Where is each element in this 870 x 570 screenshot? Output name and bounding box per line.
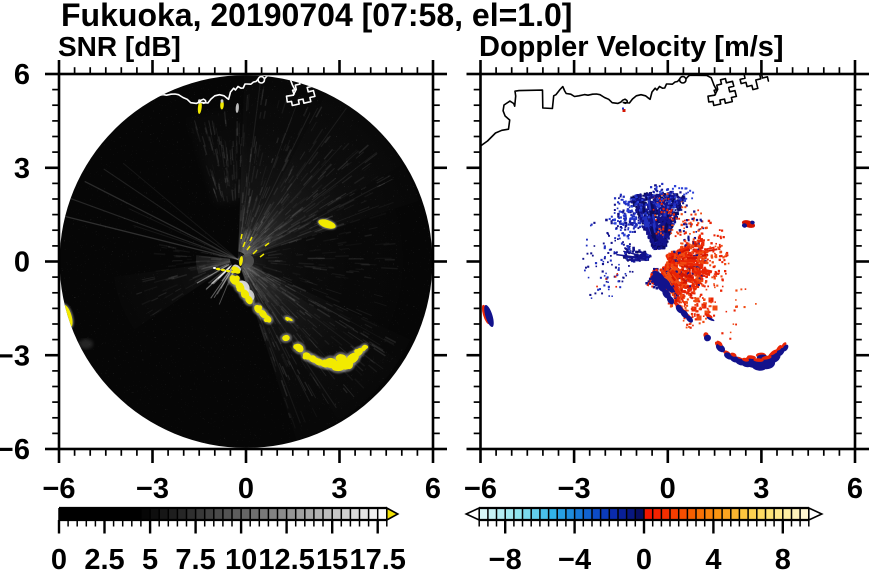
- svg-text:Doppler Velocity [m/s]: Doppler Velocity [m/s]: [479, 31, 784, 63]
- svg-text:−4: −4: [558, 544, 591, 570]
- svg-text:Fukuoka, 20190704 [07:58, el=1: Fukuoka, 20190704 [07:58, el=1.0]: [61, 0, 572, 33]
- svg-text:−3: −3: [136, 473, 169, 505]
- svg-text:−3: −3: [558, 473, 591, 505]
- svg-text:7.5: 7.5: [175, 544, 215, 570]
- svg-text:−3: −3: [0, 340, 30, 372]
- svg-text:15: 15: [316, 544, 348, 570]
- svg-text:3: 3: [331, 473, 347, 505]
- svg-text:6: 6: [425, 473, 441, 505]
- svg-text:2.5: 2.5: [84, 544, 124, 570]
- svg-text:0: 0: [51, 544, 67, 570]
- svg-text:−8: −8: [489, 544, 522, 570]
- svg-text:−6: −6: [42, 473, 75, 505]
- svg-text:0: 0: [636, 544, 652, 570]
- svg-text:6: 6: [847, 473, 863, 505]
- svg-text:5: 5: [142, 544, 158, 570]
- svg-text:17.5: 17.5: [349, 544, 405, 570]
- svg-text:−6: −6: [0, 434, 30, 466]
- svg-text:3: 3: [753, 473, 769, 505]
- svg-text:0: 0: [238, 473, 254, 505]
- svg-text:8: 8: [775, 544, 791, 570]
- svg-text:0: 0: [14, 247, 30, 279]
- svg-text:0: 0: [660, 473, 676, 505]
- svg-text:4: 4: [705, 544, 721, 570]
- svg-text:SNR [dB]: SNR [dB]: [58, 31, 181, 62]
- svg-text:3: 3: [14, 153, 30, 185]
- svg-text:12.5: 12.5: [258, 544, 314, 570]
- svg-text:10: 10: [225, 544, 257, 570]
- svg-text:6: 6: [14, 59, 30, 91]
- svg-text:−6: −6: [464, 473, 497, 505]
